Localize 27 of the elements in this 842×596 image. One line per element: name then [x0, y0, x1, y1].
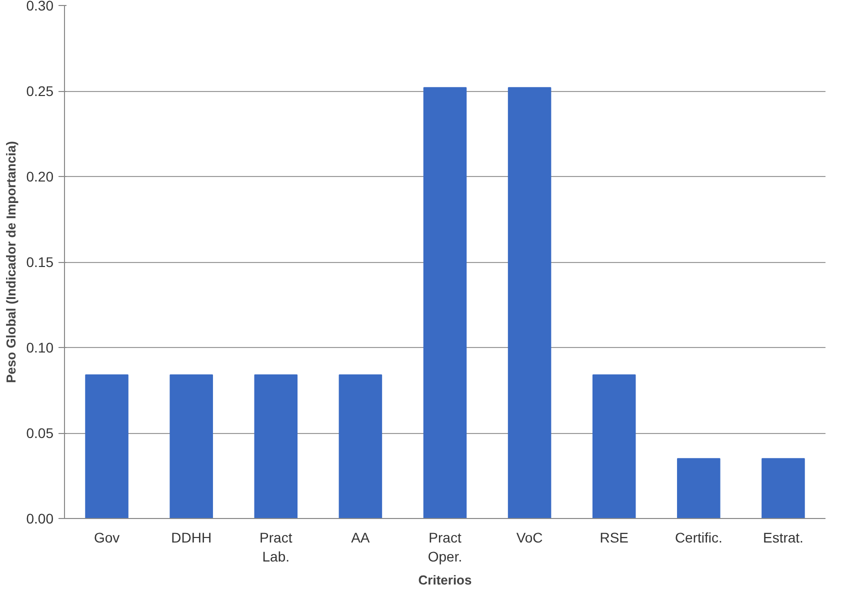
bar [508, 87, 552, 518]
x-tick-label: Pract Oper. [428, 530, 462, 565]
x-tick-label: Gov [94, 530, 120, 546]
x-tick-label: Estrat. [762, 530, 804, 546]
y-tick-label: 0.05 [26, 425, 54, 441]
x-axis-title: Criterios [418, 572, 472, 588]
bar [85, 374, 128, 518]
y-tick-label: 0.25 [26, 83, 54, 99]
x-tick-label: RSE [600, 530, 629, 546]
bar [423, 87, 467, 518]
bar [338, 374, 382, 518]
bar [592, 374, 636, 518]
y-tick-label: 0.20 [26, 168, 54, 184]
y-tick-label: 0.15 [26, 254, 54, 270]
bar [677, 458, 720, 518]
bar [170, 374, 213, 518]
bar [762, 458, 805, 518]
x-tick-label: AA [351, 530, 370, 546]
y-axis-title: Peso Global (Indicador de Importancia) [3, 140, 18, 383]
x-tick-label: DDHH [171, 530, 212, 546]
y-tick-label: 0.30 [26, 0, 54, 14]
x-tick-label: Pract Lab. [260, 530, 292, 565]
bar [254, 374, 298, 518]
x-tick-label: Certific. [674, 530, 722, 546]
y-tick-label: 0.00 [26, 510, 54, 526]
x-tick-label: VoC [516, 530, 543, 546]
y-tick-label: 0.10 [26, 340, 54, 356]
